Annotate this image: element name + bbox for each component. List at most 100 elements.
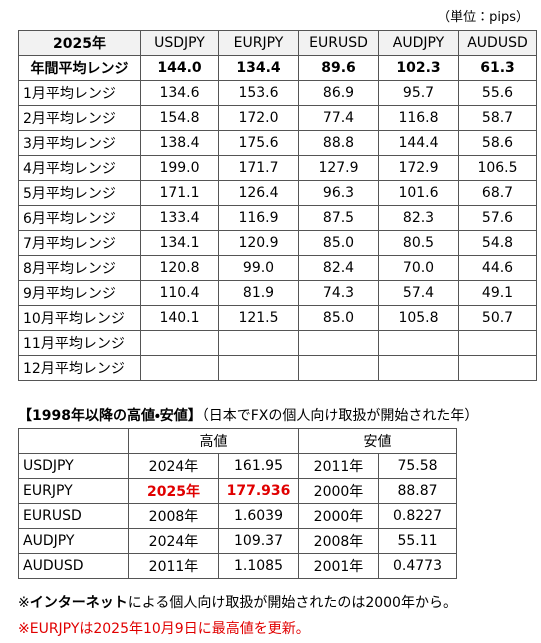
row-label: EURUSD — [18, 503, 129, 529]
cell: 171.1 — [140, 180, 219, 206]
cell: 0.4773 — [378, 553, 457, 579]
table-row: AUDJPY 2024年 109.37 2008年 55.11 — [18, 528, 457, 554]
cell: 175.6 — [218, 130, 299, 156]
cell: 87.5 — [298, 205, 379, 231]
cell: 116.9 — [218, 205, 299, 231]
cell: 2001年 — [298, 553, 379, 579]
note-text: ※EURJPYは2025年10月9日に最高値を更新。 — [18, 621, 310, 637]
cell: 144.0 — [140, 55, 219, 81]
cell: 55.6 — [458, 80, 537, 106]
column-header: 安値 — [298, 428, 457, 454]
cell: 177.936 — [218, 478, 299, 504]
row-label: 2025年 — [18, 30, 141, 56]
row-label: USDJPY — [18, 453, 129, 479]
row-label: 8月平均レンジ — [18, 255, 141, 281]
cell: 2008年 — [128, 503, 219, 529]
table-row: 2月平均レンジ 154.8 172.0 77.4 116.8 58.7 — [18, 105, 537, 131]
row-label: 7月平均レンジ — [18, 230, 141, 256]
table-row: 1月平均レンジ 134.6 153.6 86.9 95.7 55.6 — [18, 80, 537, 106]
table-row: 5月平均レンジ 171.1 126.4 96.3 101.6 68.7 — [18, 180, 537, 206]
cell: 144.4 — [378, 130, 459, 156]
cell: 86.9 — [298, 80, 379, 106]
row-label: 10月平均レンジ — [18, 305, 141, 331]
cell: 57.6 — [458, 205, 537, 231]
cell — [140, 330, 219, 356]
cell: 88.8 — [298, 130, 379, 156]
row-label: 6月平均レンジ — [18, 205, 141, 231]
cell: 82.3 — [378, 205, 459, 231]
row-label: AUDUSD — [18, 553, 129, 579]
row-label: 4月平均レンジ — [18, 155, 141, 181]
cell: 126.4 — [218, 180, 299, 206]
cell: 75.58 — [378, 453, 457, 479]
cell: 2008年 — [298, 528, 379, 554]
extremes-title: 【1998年以降の高値・安値】 — [18, 408, 202, 424]
table-row: 11月平均レンジ — [18, 330, 537, 356]
table-row: 2025年 USDJPY EURJPY EURUSD AUDJPY AUDUSD — [18, 30, 537, 56]
cell: 154.8 — [140, 105, 219, 131]
cell: 153.6 — [218, 80, 299, 106]
cell: 116.8 — [378, 105, 459, 131]
cell — [378, 330, 459, 356]
cell: 82.4 — [298, 255, 379, 281]
cell: 74.3 — [298, 280, 379, 306]
table-row: 4月平均レンジ 199.0 171.7 127.9 172.9 106.5 — [18, 155, 537, 181]
cell: 161.95 — [218, 453, 299, 479]
unit: （単位：pips） — [437, 10, 529, 25]
cell: 2024年 — [128, 453, 219, 479]
cell: 105.8 — [378, 305, 459, 331]
cell: 2025年 — [128, 478, 219, 504]
cell: 120.8 — [140, 255, 219, 281]
table-row: 年間平均レンジ 144.0 134.4 89.6 102.3 61.3 — [18, 55, 537, 81]
cell — [298, 330, 379, 356]
column-header: 高値 — [128, 428, 299, 454]
cell: 44.6 — [458, 255, 537, 281]
cell: 138.4 — [140, 130, 219, 156]
table-row: 6月平均レンジ 133.4 116.9 87.5 82.3 57.6 — [18, 205, 537, 231]
cell: 55.11 — [378, 528, 457, 554]
cell: 49.1 — [458, 280, 537, 306]
cell: 2000年 — [298, 503, 379, 529]
table-row: 高値 安値 — [18, 428, 457, 454]
note: ※インターネットによる個人向け取扱が開始されたのは2000年から。 — [18, 592, 457, 612]
extremes-heading: 【1998年以降の高値・安値】（日本でFXの個人向け取扱が開始された年） — [18, 405, 478, 425]
cell: EURJPY — [218, 30, 299, 56]
table-row: 12月平均レンジ — [18, 355, 537, 381]
cell: 171.7 — [218, 155, 299, 181]
cell: 57.4 — [378, 280, 459, 306]
cell: 120.9 — [218, 230, 299, 256]
row-label: 1月平均レンジ — [18, 80, 141, 106]
cell: 2000年 — [298, 478, 379, 504]
table-row: 7月平均レンジ 134.1 120.9 85.0 80.5 54.8 — [18, 230, 537, 256]
cell — [218, 355, 299, 381]
note-text: インターネット — [29, 595, 128, 611]
cell: 85.0 — [298, 305, 379, 331]
table-row: EURJPY 2025年 177.936 2000年 88.87 — [18, 478, 457, 504]
cell: 199.0 — [140, 155, 219, 181]
cell — [458, 355, 537, 381]
table-row: USDJPY 2024年 161.95 2011年 75.58 — [18, 453, 457, 479]
cell: 140.1 — [140, 305, 219, 331]
note: ※EURJPYは2025年10月9日に最高値を更新。 — [18, 618, 310, 638]
cell: 2011年 — [128, 553, 219, 579]
row-label: 9月平均レンジ — [18, 280, 141, 306]
table-row: EURUSD 2008年 1.6039 2000年 0.8227 — [18, 503, 457, 529]
cell: 85.0 — [298, 230, 379, 256]
cell — [458, 330, 537, 356]
extremes-subtitle: （日本でFXの個人向け取扱が開始された年） — [201, 408, 479, 424]
cell — [298, 355, 379, 381]
cell: 172.0 — [218, 105, 299, 131]
cell — [140, 355, 219, 381]
note-text: ※ — [18, 595, 30, 611]
cell: USDJPY — [140, 30, 219, 56]
cell: 134.6 — [140, 80, 219, 106]
note-text: による個人向け取扱が開始されたのは2000年から。 — [127, 595, 457, 611]
cell: 96.3 — [298, 180, 379, 206]
cell: 1.6039 — [218, 503, 299, 529]
cell: 88.87 — [378, 478, 457, 504]
cell: 172.9 — [378, 155, 459, 181]
cell: 1.1085 — [218, 553, 299, 579]
cell: 68.7 — [458, 180, 537, 206]
table-row: 8月平均レンジ 120.8 99.0 82.4 70.0 44.6 — [18, 255, 537, 281]
